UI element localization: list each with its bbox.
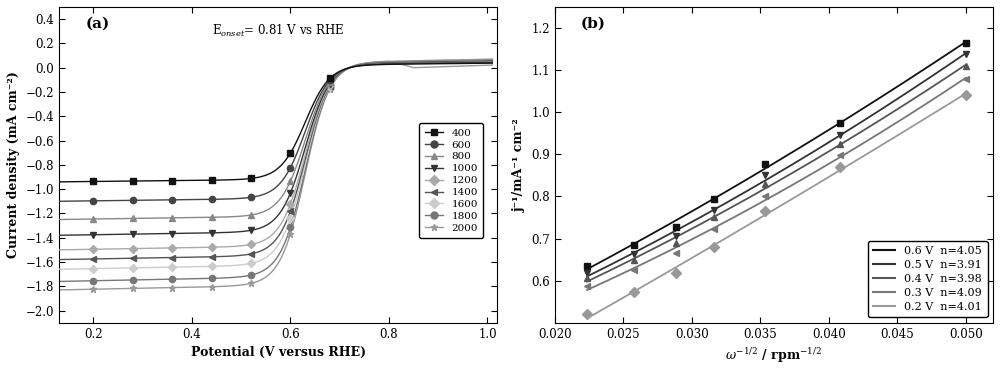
Legend: 0.6 V  n=4.05, 0.5 V  n=3.91, 0.4 V  n=3.98, 0.3 V  n=4.09, 0.2 V  n=4.01: 0.6 V n=4.05, 0.5 V n=3.91, 0.4 V n=3.98…: [868, 241, 988, 317]
X-axis label: Potential (V versus RHE): Potential (V versus RHE): [191, 346, 366, 359]
Legend: 400, 600, 800, 1000, 1200, 1400, 1600, 1800, 2000: 400, 600, 800, 1000, 1200, 1400, 1600, 1…: [419, 123, 483, 238]
Y-axis label: j⁻¹/mA⁻¹ cm⁻²: j⁻¹/mA⁻¹ cm⁻²: [513, 118, 526, 212]
Text: (a): (a): [85, 16, 110, 31]
Y-axis label: Current density (mA cm⁻²): Current density (mA cm⁻²): [7, 71, 20, 258]
Text: (b): (b): [581, 16, 606, 31]
X-axis label: $\omega^{-1/2}$ / rpm$^{-1/2}$: $\omega^{-1/2}$ / rpm$^{-1/2}$: [725, 346, 822, 365]
Text: E$_{onset}$= 0.81 V vs RHE: E$_{onset}$= 0.81 V vs RHE: [212, 23, 344, 39]
